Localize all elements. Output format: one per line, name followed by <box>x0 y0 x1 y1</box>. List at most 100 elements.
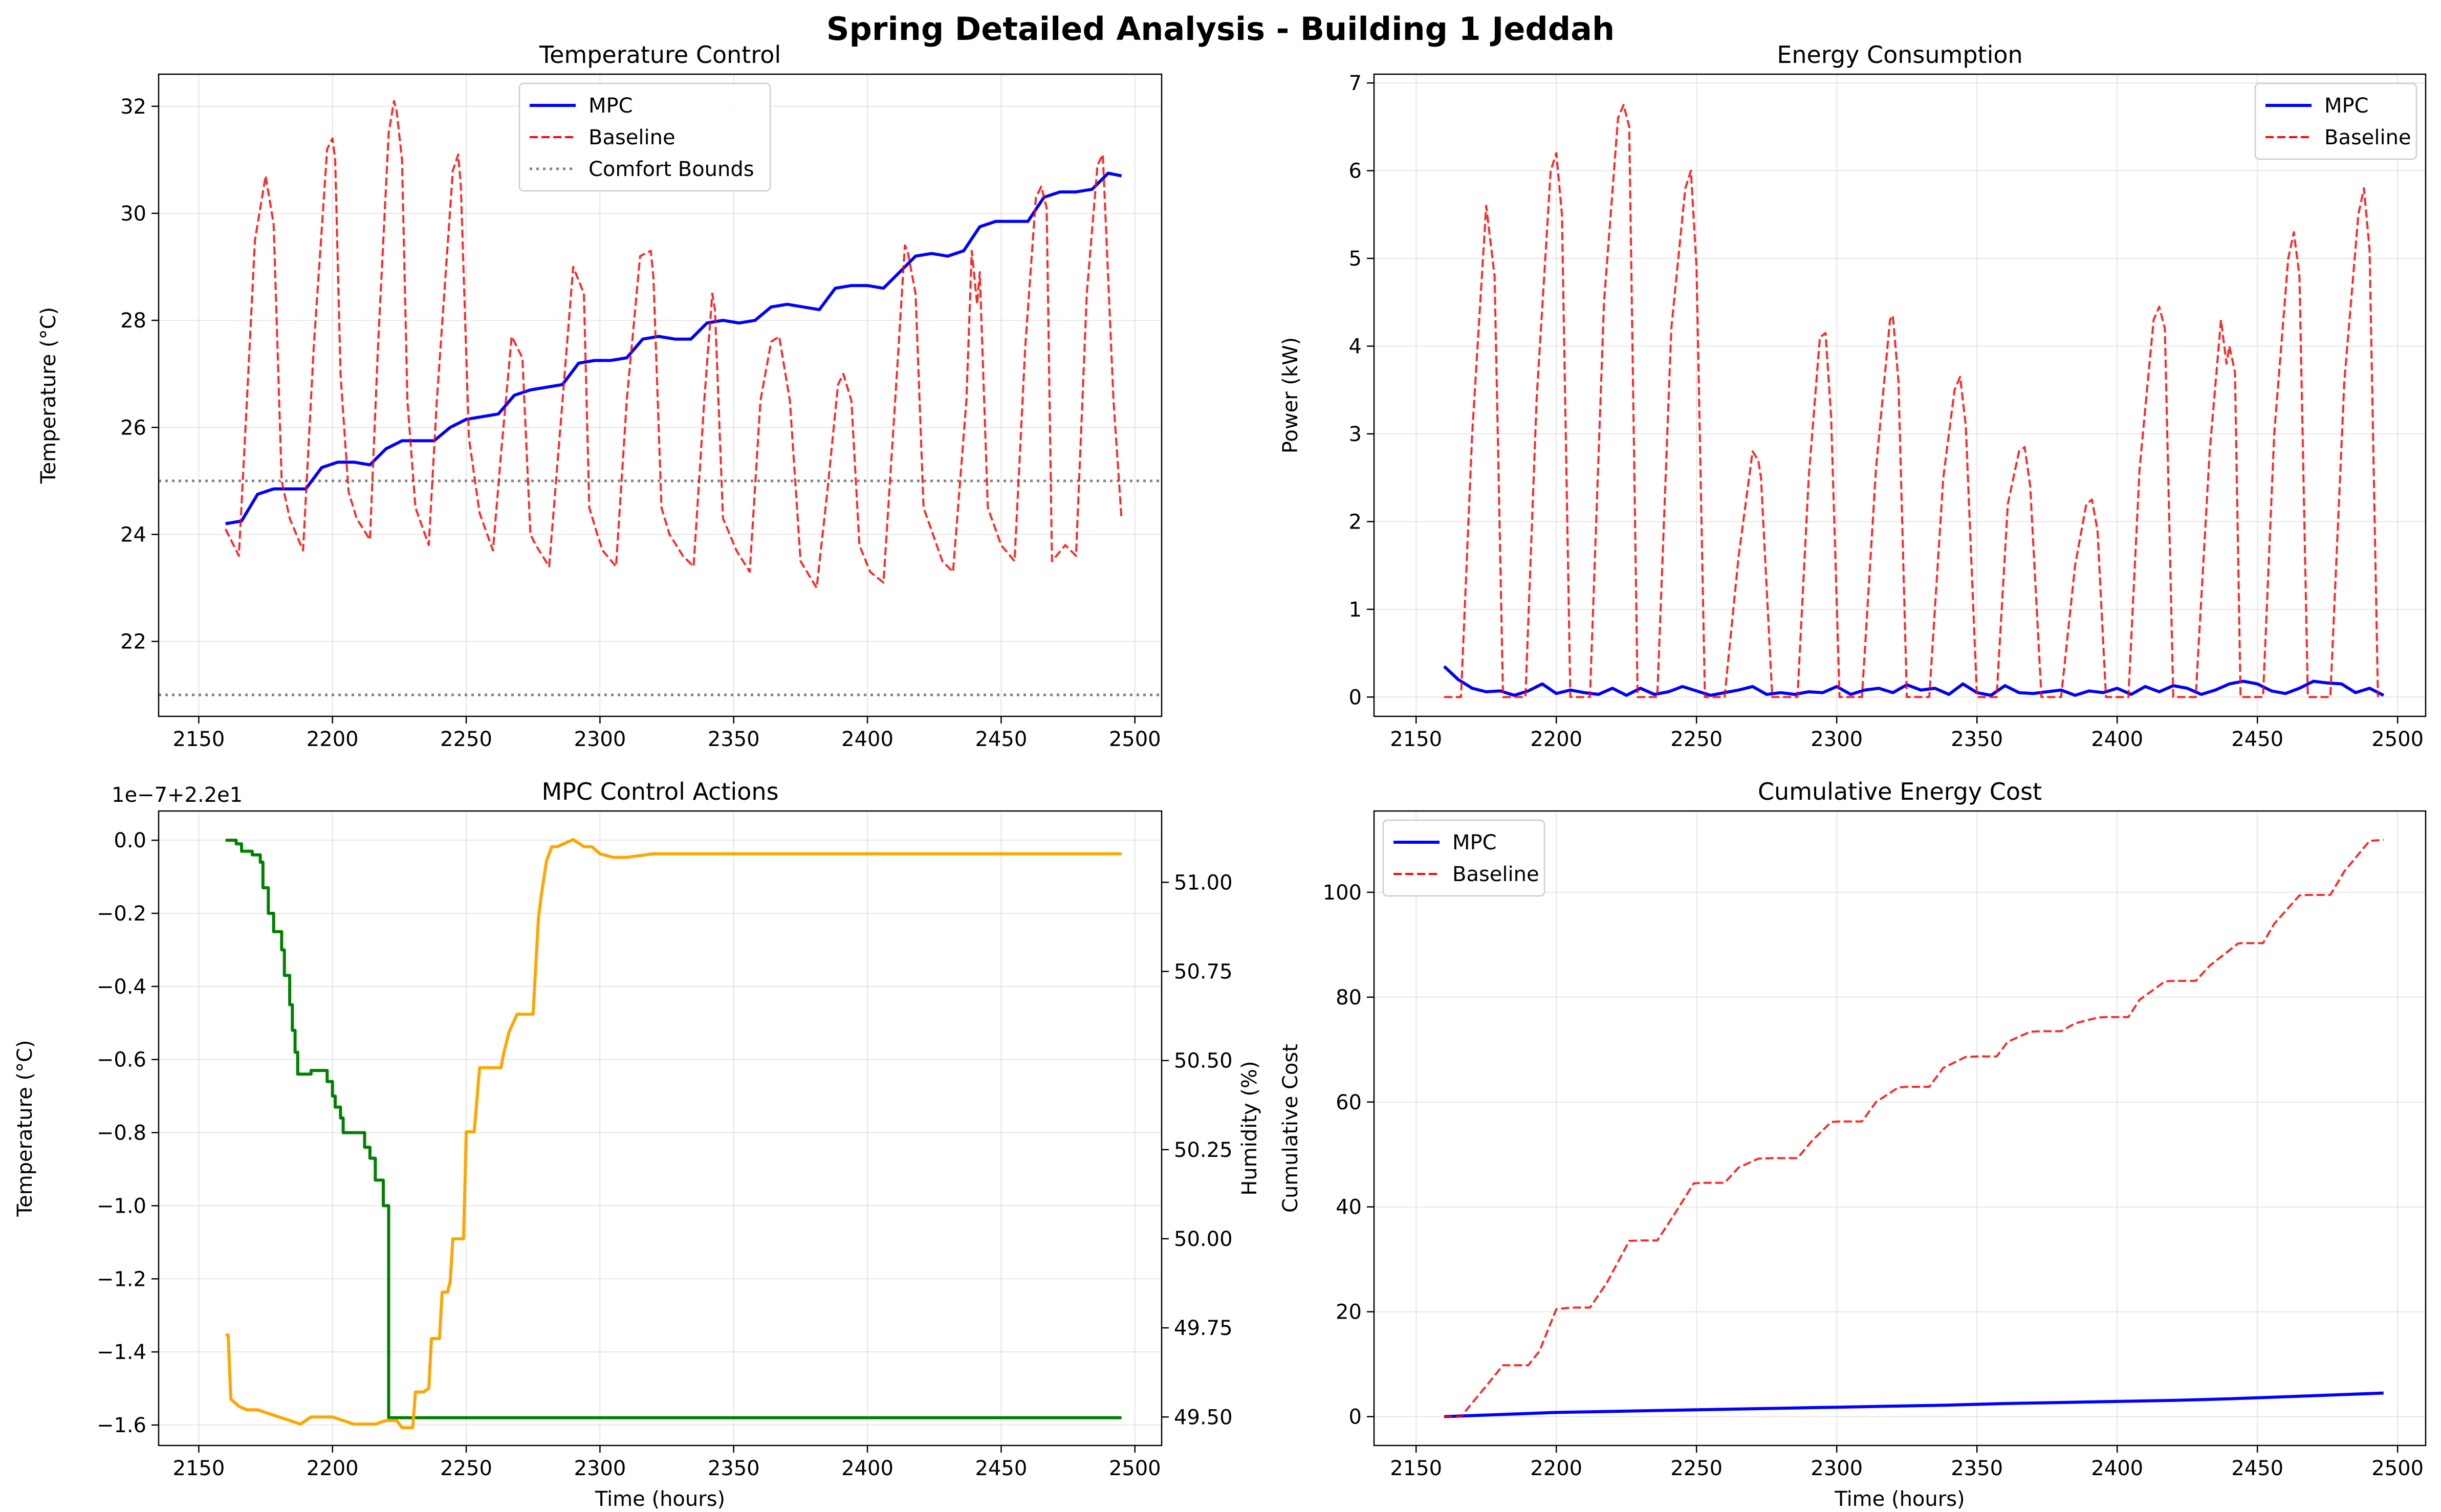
panel-title: Cumulative Energy Cost <box>1758 778 2042 805</box>
humidity-action-line <box>225 838 1122 1430</box>
legend-label: MPC <box>1452 831 1497 854</box>
figure-suptitle: Spring Detailed Analysis - Building 1 Je… <box>826 10 1615 48</box>
legend-box <box>518 82 771 192</box>
x-tick-label: 2500 <box>2371 728 2424 751</box>
x-tick-label: 2250 <box>440 1457 492 1480</box>
y-tick-label: −1.2 <box>97 1267 146 1291</box>
y-right-tick-label: 50.75 <box>1174 960 1233 983</box>
legend: MPC Baseline <box>1382 819 1545 897</box>
x-tick-label: 2450 <box>2231 728 2283 751</box>
panel-mpc-control-actions: 2150 2200 2250 2300 2350 2400 2450 2500 −1.6 −1.4… <box>13 778 1261 1511</box>
y-tick-label: 30 <box>120 202 146 226</box>
panel-title: Energy Consumption <box>1777 41 2022 69</box>
y-axis-label: Temperature (°C) <box>37 307 60 484</box>
x-tick-label: 2450 <box>975 728 1028 751</box>
y-tick-label: 0.0 <box>114 829 146 852</box>
y-tick-label: 28 <box>120 309 146 333</box>
legend-label: Baseline <box>589 126 675 149</box>
y-tick-label: 24 <box>120 523 146 546</box>
y-right-tick-label: 50.25 <box>1174 1138 1233 1162</box>
x-tick-label: 2450 <box>975 1457 1028 1480</box>
y-tick-label: 100 <box>1323 881 1362 905</box>
y-right-tick-label: 50.00 <box>1174 1228 1233 1251</box>
legend: MPC Baseline Comfort Bounds <box>518 82 771 192</box>
x-tick-label: 2150 <box>173 728 225 751</box>
panel-title: MPC Control Actions <box>541 778 778 805</box>
y-tick-label: 1 <box>1349 598 1362 622</box>
x-tick-label: 2150 <box>173 1457 225 1480</box>
y-tick-label: −1.0 <box>97 1194 146 1218</box>
baseline-series-line <box>1444 839 2384 1418</box>
y-right-tick-label: 51.00 <box>1174 871 1233 894</box>
panel-temperature-control: 2150 2200 2250 2300 2350 2400 2450 2500 22 24 26 28… <box>37 41 1163 751</box>
temperature-action-line <box>225 839 1122 1419</box>
x-tick-label: 2400 <box>2091 728 2143 751</box>
x-tick-label: 2400 <box>841 728 893 751</box>
x-tick-label: 2300 <box>574 728 626 751</box>
legend-label: MPC <box>2324 94 2369 118</box>
y-tick-label: −0.6 <box>97 1048 146 1072</box>
axes-frame <box>158 810 1163 1447</box>
y-tick-label: 40 <box>1336 1196 1362 1219</box>
y-axis-label: Temperature (°C) <box>13 1040 37 1217</box>
y-tick-label: −0.4 <box>97 975 146 999</box>
x-tick-label: 2500 <box>1109 1457 1161 1480</box>
x-tick-label: 2200 <box>1530 1457 1582 1480</box>
x-tick-label: 2200 <box>307 728 359 751</box>
x-axis-label: Time (hours) <box>595 1487 725 1511</box>
axes-frame <box>158 73 1163 717</box>
x-tick-label: 2250 <box>1670 728 1723 751</box>
y-tick-label: 0 <box>1349 1406 1362 1429</box>
y-tick-label: 4 <box>1349 335 1362 358</box>
y-right-tick-label: 49.50 <box>1174 1406 1233 1429</box>
y-tick-label: −1.6 <box>97 1414 146 1437</box>
legend-label: Baseline <box>1452 863 1539 886</box>
legend-box <box>1382 819 1545 897</box>
y-tick-label: 60 <box>1336 1091 1362 1114</box>
x-tick-label: 2150 <box>1390 728 1442 751</box>
mpc-series-line <box>1444 1391 2384 1418</box>
y-tick-label: −0.8 <box>97 1122 146 1145</box>
legend-label: Comfort Bounds <box>589 158 754 181</box>
x-tick-label: 2400 <box>841 1457 893 1480</box>
legend-box <box>2254 82 2417 160</box>
x-tick-label: 2350 <box>708 1457 760 1480</box>
y-tick-label: −0.2 <box>97 902 146 926</box>
x-tick-label: 2250 <box>1670 1457 1723 1480</box>
x-tick-label: 2350 <box>708 728 760 751</box>
x-tick-label: 2300 <box>1811 728 1863 751</box>
y-tick-label: 32 <box>120 95 146 119</box>
x-tick-label: 2200 <box>1530 728 1582 751</box>
axis-offset-text: 1e−7+2.2e1 <box>112 783 243 807</box>
panel-title: Temperature Control <box>539 41 781 69</box>
x-tick-label: 2150 <box>1390 1457 1442 1480</box>
x-tick-label: 2300 <box>574 1457 626 1480</box>
y-axis-label: Cumulative Cost <box>1279 1044 1302 1213</box>
y-right-axis-label: Humidity (%) <box>1238 1061 1261 1195</box>
x-tick-label: 2350 <box>1951 728 2003 751</box>
y-tick-label: 5 <box>1349 247 1362 271</box>
axes-frame <box>1373 73 2427 717</box>
x-tick-label: 2250 <box>440 728 492 751</box>
panel-cumulative-energy-cost: 2150 2200 2250 2300 2350 2400 2450 2500 0 20 40 60 8… <box>1279 778 2427 1511</box>
x-tick-label: 2450 <box>2231 1457 2283 1480</box>
y-tick-label: 3 <box>1349 423 1362 446</box>
x-tick-label: 2400 <box>2091 1457 2143 1480</box>
x-tick-label: 2200 <box>307 1457 359 1480</box>
y-tick-label: 0 <box>1349 686 1362 709</box>
mpc-series-line <box>225 171 1122 525</box>
y-right-tick-label: 49.75 <box>1174 1317 1233 1340</box>
y-tick-label: 20 <box>1336 1301 1362 1324</box>
legend: MPC Baseline <box>2254 82 2417 160</box>
baseline-series-line <box>224 100 1123 589</box>
y-tick-label: 22 <box>120 630 146 654</box>
legend-label: MPC <box>589 94 633 118</box>
y-axis-label: Power (kW) <box>1279 337 1302 454</box>
y-right-tick-label: 50.50 <box>1174 1049 1233 1073</box>
y-tick-label: 6 <box>1349 160 1362 183</box>
y-tick-label: 26 <box>120 416 146 440</box>
panel-energy-consumption: 2150 2200 2250 2300 2350 2400 2450 2500 0 1 2 3 4 5 6 7… <box>1279 41 2427 751</box>
y-tick-label: −1.4 <box>97 1341 146 1364</box>
